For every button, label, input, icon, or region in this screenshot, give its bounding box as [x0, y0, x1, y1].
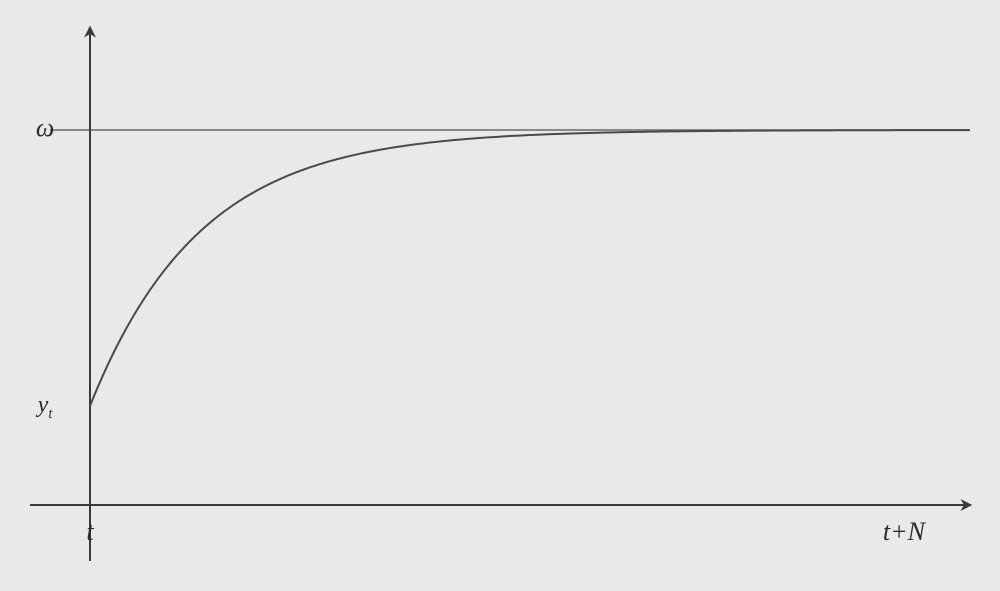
chart-background [0, 0, 1000, 591]
chart-container: ωyttt+N [0, 0, 1000, 591]
x-tick-t: t [86, 517, 94, 546]
exponential-approach-chart: ωyttt+N [0, 0, 1000, 591]
x-tick-t-plus-n: t+N [883, 517, 927, 546]
omega-label: ω [36, 113, 54, 142]
